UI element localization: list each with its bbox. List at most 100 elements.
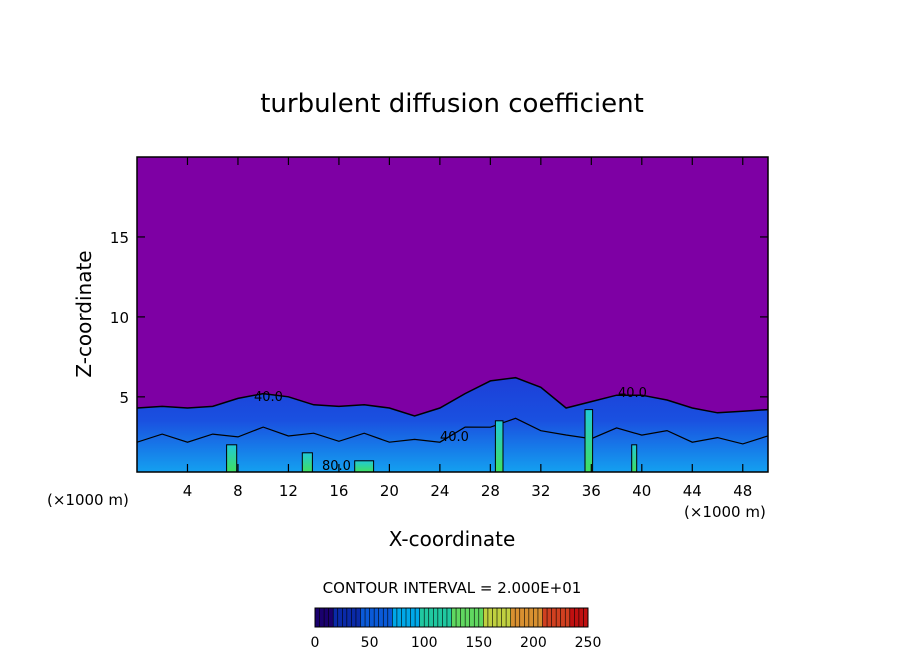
- contour-label-1: 40.0: [254, 390, 283, 405]
- plot-area: [137, 157, 768, 472]
- contour-label-4: 40.0: [618, 386, 647, 401]
- colorbar-cell-44: [515, 608, 521, 627]
- colorbar-ticks: 0 50 100 150 200 250: [311, 635, 602, 651]
- colorbar-cell-46: [524, 608, 530, 627]
- colorbar-cell-16: [387, 608, 393, 627]
- colorbar-cell-28: [442, 608, 448, 627]
- colorbar-cell-51: [547, 608, 552, 627]
- colorbar-cell-4: [333, 608, 339, 627]
- contour-label-2: 80.0: [322, 459, 351, 474]
- colorbar-tick-label-200: 200: [520, 635, 547, 651]
- colorbar-cell-8: [351, 608, 357, 627]
- colorbar-cell-57: [574, 608, 580, 627]
- colorbar-cell-11: [365, 608, 370, 627]
- x-tick-label-48: 48: [733, 482, 752, 500]
- colorbar-cell-10: [360, 608, 366, 627]
- x-tick-label-8: 8: [233, 482, 243, 500]
- colorbar-cell-35: [474, 608, 480, 627]
- colorbar-cell-30: [451, 608, 457, 627]
- colorbar-cell-47: [528, 608, 534, 627]
- colorbar-cell-1: [319, 608, 325, 627]
- x-tick-label-28: 28: [481, 482, 500, 500]
- boundary-layer-region: [137, 377, 768, 472]
- colorbar-cell-38: [487, 608, 493, 627]
- colorbar-cell-17: [392, 608, 398, 627]
- colorbar-cell-13: [374, 608, 379, 627]
- colorbar-cell-43: [510, 608, 516, 627]
- x-tick-label-16: 16: [329, 482, 348, 500]
- colorbar: [314, 607, 589, 628]
- chart-title: turbulent diffusion coefficient: [260, 89, 644, 119]
- colorbar-tick-label-150: 150: [465, 635, 492, 651]
- colorbar-cell-54: [560, 608, 566, 627]
- x-unit-right: (×1000 m): [684, 503, 766, 521]
- colorbar-cell-45: [519, 608, 525, 627]
- colorbar-cell-20: [406, 608, 411, 627]
- plume-2: [301, 452, 313, 472]
- colorbar-cell-37: [483, 608, 489, 627]
- colorbar-cell-55: [565, 608, 571, 627]
- colorbar-cell-40: [497, 608, 502, 627]
- plume-3: [354, 460, 375, 472]
- colorbar-cell-56: [569, 608, 575, 627]
- colorbar-cell-26: [433, 608, 439, 627]
- y-tick-label-15: 15: [110, 229, 129, 247]
- colorbar-cell-42: [506, 608, 511, 627]
- x-tick-label-20: 20: [380, 482, 399, 500]
- y-tick-label-5: 5: [119, 389, 129, 407]
- colorbar-cell-32: [460, 608, 466, 627]
- x-tick-label-4: 4: [183, 482, 193, 500]
- colorbar-cell-31: [456, 608, 461, 627]
- colorbar-cell-53: [556, 608, 561, 627]
- x-axis: 4 8 12 16 20 24 28 32 36 40 44 48: [183, 157, 752, 500]
- colorbar-cell-25: [428, 608, 434, 627]
- colorbar-cell-39: [492, 608, 498, 627]
- colorbar-cell-15: [383, 608, 389, 627]
- y-axis: 5 10 15: [110, 229, 768, 407]
- plume-4: [494, 420, 504, 472]
- colorbar-cell-48: [533, 608, 539, 627]
- colorbar-cell-34: [469, 608, 475, 627]
- colorbar-cell-2: [324, 608, 329, 627]
- colorbar-cell-59: [583, 608, 589, 627]
- plot-frame: [136, 156, 769, 473]
- colorbar-cell-24: [424, 608, 430, 627]
- colorbar-cell-19: [401, 608, 407, 627]
- colorbar-frame: [314, 607, 589, 628]
- contour-label-3: 40.0: [440, 430, 469, 445]
- colorbar-cell-50: [542, 608, 548, 627]
- plume-5: [584, 409, 594, 472]
- x-unit-left: (×1000 m): [47, 491, 129, 509]
- colorbar-cell-33: [465, 608, 470, 627]
- colorbar-tick-label-100: 100: [411, 635, 438, 651]
- x-tick-label-24: 24: [430, 482, 449, 500]
- plume-group: [226, 409, 638, 472]
- x-tick-label-40: 40: [632, 482, 651, 500]
- colorbar-cell-27: [437, 608, 443, 627]
- boundary-layer-contour: [137, 376, 768, 417]
- colorbar-cell-3: [328, 608, 334, 627]
- x-tick-label-32: 32: [531, 482, 550, 500]
- x-tick-label-36: 36: [582, 482, 601, 500]
- colorbar-cell-52: [551, 608, 557, 627]
- colorbar-cell-9: [355, 608, 361, 627]
- colorbar-cell-23: [419, 608, 425, 627]
- colorbar-tick-label-50: 50: [361, 635, 379, 651]
- y-tick-label-10: 10: [110, 309, 129, 327]
- colorbar-cell-12: [369, 608, 375, 627]
- colorbar-cell-36: [478, 608, 484, 627]
- colorbar-cell-29: [446, 608, 452, 627]
- colorbar-cell-6: [342, 608, 348, 627]
- colorbar-cell-5: [337, 608, 343, 627]
- colorbar-cell-14: [378, 608, 384, 627]
- colorbar-tick-label-0: 0: [311, 635, 320, 651]
- boundary-layer-inner-contour: [137, 417, 768, 445]
- plume-6: [631, 444, 638, 472]
- y-axis-label: Z-coordinate: [72, 250, 96, 377]
- colorbar-cell-7: [346, 608, 352, 627]
- contour-interval-label: CONTOUR INTERVAL = 2.000E+01: [323, 579, 582, 597]
- x-axis-label: X-coordinate: [389, 527, 516, 551]
- colorbar-tick-label-250: 250: [575, 635, 602, 651]
- colorbar-cell-22: [415, 608, 420, 627]
